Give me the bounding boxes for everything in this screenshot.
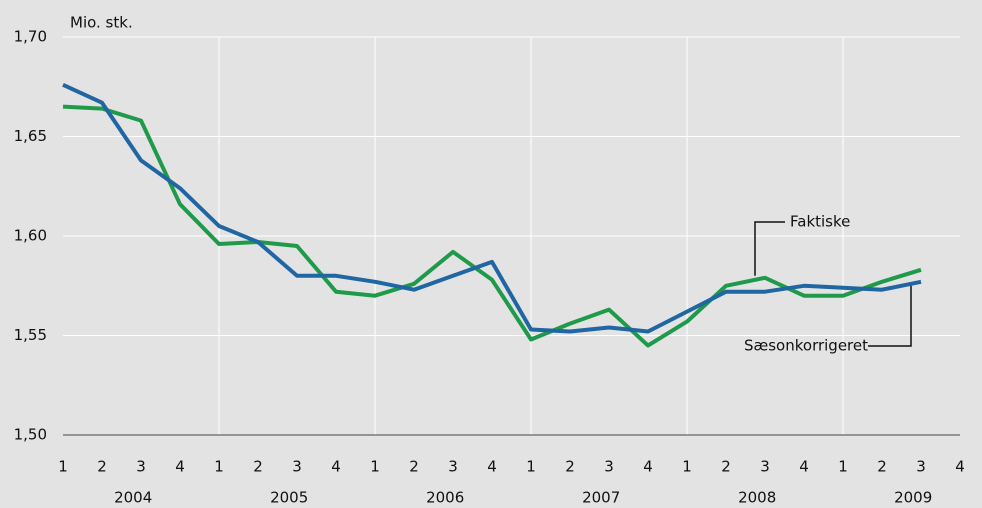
x-tick-label: 2: [97, 458, 107, 476]
x-tick-label: 3: [916, 458, 926, 476]
legend-label: Faktiske: [790, 213, 850, 231]
year-label: 2008: [738, 489, 776, 507]
legend-label: Sæsonkorrigeret: [744, 337, 868, 355]
x-tick-label: 3: [292, 458, 302, 476]
year-label: 2009: [894, 489, 932, 507]
x-tick-label: 4: [487, 458, 497, 476]
y-axis-label: Mio. stk.: [70, 14, 133, 32]
callout-line: [868, 285, 912, 347]
year-label: 2005: [270, 489, 308, 507]
y-tick-label: 1,70: [14, 28, 47, 46]
year-label: 2006: [426, 489, 464, 507]
x-tick-label: 1: [58, 458, 68, 476]
year-label: 2007: [582, 489, 620, 507]
x-tick-label: 4: [331, 458, 341, 476]
x-tick-label: 3: [760, 458, 770, 476]
x-tick-label: 2: [877, 458, 887, 476]
x-tick-label: 2: [721, 458, 731, 476]
x-tick-label: 4: [955, 458, 965, 476]
x-tick-label: 1: [526, 458, 536, 476]
x-tick-label: 2: [253, 458, 263, 476]
x-tick-label: 3: [136, 458, 146, 476]
y-tick-label: 1,55: [14, 326, 47, 344]
x-tick-label: 4: [799, 458, 809, 476]
y-tick-label: 1,60: [14, 227, 47, 245]
series-line: [62, 82, 922, 334]
x-tick-label: 1: [838, 458, 848, 476]
callout-line: [754, 221, 785, 276]
x-tick-label: 1: [370, 458, 380, 476]
x-tick-label: 4: [643, 458, 653, 476]
x-tick-label: 1: [682, 458, 692, 476]
year-label: 2004: [114, 489, 152, 507]
x-tick-label: 2: [409, 458, 419, 476]
x-tick-label: 4: [175, 458, 185, 476]
y-tick-label: 1,65: [14, 127, 47, 145]
x-tick-label: 1: [214, 458, 224, 476]
series-line: [62, 104, 922, 348]
y-tick-label: 1,50: [14, 426, 47, 444]
x-tick-label: 2: [565, 458, 575, 476]
x-tick-label: 3: [604, 458, 614, 476]
x-tick-label: 3: [448, 458, 458, 476]
